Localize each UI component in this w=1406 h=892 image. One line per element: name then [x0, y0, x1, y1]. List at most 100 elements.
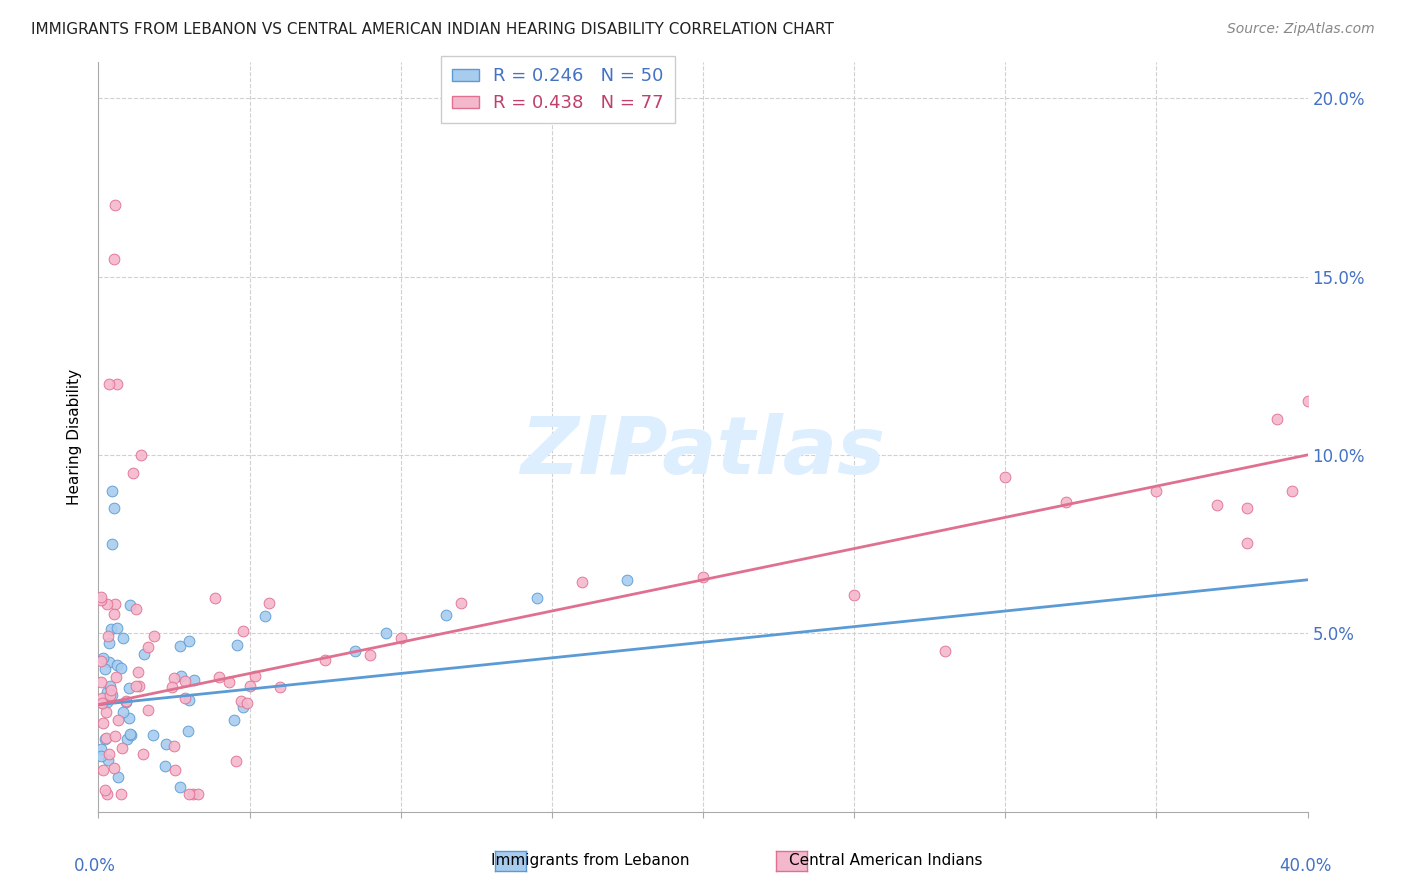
Point: [434, 608, 457, 623]
Point: [115, 693, 138, 707]
Point: [90, 748, 112, 763]
Point: [163, 764, 186, 778]
Point: [107, 714, 129, 728]
Point: [105, 670, 128, 684]
Point: [269, 680, 291, 694]
Point: [153, 759, 176, 773]
Point: [101, 688, 124, 702]
Text: 40.0%: 40.0%: [1279, 856, 1331, 875]
Point: [160, 680, 183, 694]
Point: [104, 729, 127, 743]
Point: [97, 754, 120, 768]
Point: [96, 597, 118, 611]
Point: [235, 696, 257, 710]
Point: [105, 376, 128, 391]
Point: [129, 448, 152, 462]
Point: [128, 679, 150, 693]
Point: [120, 728, 142, 742]
Point: [450, 596, 472, 610]
Point: [107, 770, 129, 784]
Point: [174, 673, 197, 688]
Point: [90, 654, 112, 668]
Point: [100, 682, 122, 697]
Point: [90, 742, 112, 756]
Point: [142, 629, 165, 643]
Point: [97, 655, 120, 669]
Point: [174, 691, 197, 706]
Point: [208, 670, 231, 684]
Point: [93, 783, 115, 797]
Point: [93, 663, 115, 677]
Point: [179, 787, 201, 801]
Point: [1296, 394, 1319, 409]
Point: [117, 732, 139, 747]
Point: [253, 608, 276, 623]
Point: [98, 376, 121, 391]
Y-axis label: Hearing Disability: Hearing Disability: [67, 369, 83, 505]
Point: [136, 640, 159, 654]
Point: [177, 723, 200, 738]
Point: [389, 632, 412, 646]
Point: [105, 657, 128, 672]
Point: [132, 747, 155, 761]
Point: [134, 647, 156, 661]
Point: [344, 644, 367, 658]
Point: [187, 787, 209, 801]
Point: [90, 593, 112, 607]
Point: [118, 599, 141, 613]
Point: [169, 639, 191, 653]
Point: [934, 644, 956, 658]
Point: [229, 694, 252, 708]
Point: [163, 739, 186, 753]
Point: [1236, 501, 1258, 516]
Point: [125, 602, 148, 616]
Text: Central American Indians: Central American Indians: [789, 854, 983, 868]
Point: [183, 673, 205, 687]
Point: [111, 631, 134, 645]
Point: [94, 705, 117, 719]
Legend: R = 0.246   N = 50, R = 0.438   N = 77: R = 0.246 N = 50, R = 0.438 N = 77: [441, 56, 675, 123]
Point: [100, 622, 122, 636]
Point: [91, 651, 114, 665]
Point: [571, 575, 593, 590]
Point: [179, 634, 201, 648]
Point: [374, 626, 396, 640]
Point: [96, 787, 118, 801]
Point: [104, 597, 127, 611]
Text: Immigrants from Lebanon: Immigrants from Lebanon: [491, 854, 690, 868]
Text: ZIPatlas: ZIPatlas: [520, 413, 886, 491]
Point: [1206, 498, 1229, 512]
Point: [90, 675, 112, 690]
Point: [122, 466, 145, 480]
Point: [97, 629, 120, 643]
Point: [1281, 483, 1303, 498]
Point: [104, 198, 127, 212]
Point: [96, 684, 118, 698]
Point: [1236, 535, 1258, 549]
Point: [179, 693, 201, 707]
Point: [103, 501, 125, 516]
Point: [118, 681, 141, 695]
Point: [103, 607, 125, 621]
Point: [98, 636, 121, 650]
Point: [204, 591, 226, 606]
Point: [142, 728, 165, 742]
Point: [103, 252, 125, 266]
Point: [110, 787, 132, 801]
Point: [136, 702, 159, 716]
Point: [118, 727, 141, 741]
Point: [245, 669, 267, 683]
Point: [844, 588, 866, 602]
Point: [526, 591, 548, 605]
Point: [91, 696, 114, 710]
Point: [96, 731, 118, 745]
Point: [93, 716, 115, 731]
Point: [96, 695, 118, 709]
Point: [110, 661, 132, 675]
Point: [100, 679, 122, 693]
Point: [105, 621, 128, 635]
Point: [232, 624, 254, 638]
Point: [360, 648, 382, 662]
Point: [1054, 495, 1077, 509]
Point: [170, 669, 193, 683]
